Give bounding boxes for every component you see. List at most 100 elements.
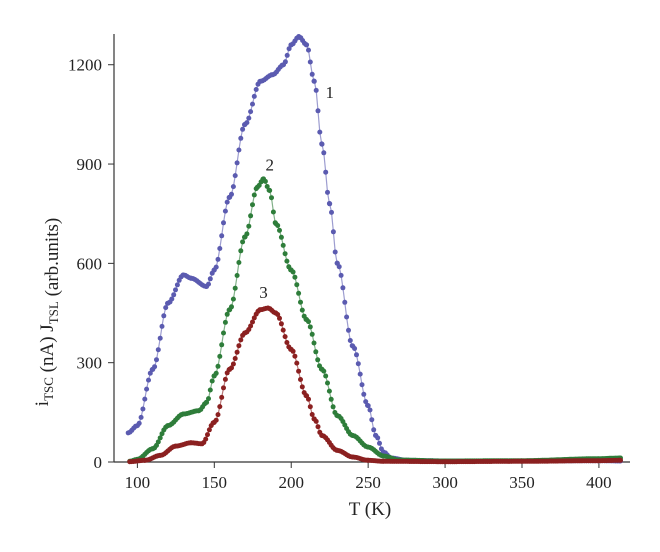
data-point	[217, 246, 223, 251]
data-point	[286, 46, 292, 52]
data-point	[319, 141, 325, 147]
data-point	[325, 189, 330, 195]
data-point	[207, 276, 213, 282]
data-point	[203, 436, 209, 442]
data-point	[253, 87, 259, 92]
data-point	[377, 440, 382, 446]
data-point	[309, 412, 315, 417]
data-point	[280, 327, 286, 333]
data-point	[251, 192, 257, 198]
series-label-1: 1	[325, 83, 334, 102]
data-point	[284, 52, 290, 58]
data-point	[246, 223, 252, 229]
data-point	[329, 209, 334, 215]
data-point	[342, 299, 348, 305]
data-point	[315, 108, 321, 114]
data-point	[336, 264, 342, 270]
data-point	[236, 260, 242, 265]
data-point	[313, 349, 319, 355]
y-tick-label: 600	[77, 254, 103, 273]
x-tick-label: 350	[509, 473, 535, 492]
data-point	[346, 327, 351, 333]
series-label-2: 2	[265, 156, 274, 175]
x-tick-label: 300	[432, 473, 458, 492]
data-point	[371, 427, 377, 433]
data-point	[251, 315, 257, 321]
data-point	[618, 457, 623, 463]
data-point	[299, 384, 305, 390]
data-point	[292, 353, 298, 359]
data-point	[221, 220, 226, 226]
y-axis-title-part: TSC	[41, 377, 56, 401]
data-point	[298, 377, 303, 382]
data-point	[136, 420, 142, 426]
data-point	[238, 135, 244, 141]
data-point	[219, 394, 225, 400]
data-point	[205, 432, 210, 438]
data-point	[234, 160, 240, 166]
data-point	[232, 173, 238, 179]
data-point	[232, 356, 238, 361]
data-point	[238, 337, 244, 343]
data-point	[219, 233, 225, 239]
series-1	[125, 34, 623, 464]
y-tick-label: 1200	[68, 56, 102, 75]
data-point	[367, 407, 373, 413]
data-point	[344, 314, 350, 320]
data-point	[215, 412, 221, 418]
x-tick-label: 150	[202, 473, 228, 492]
data-point	[230, 184, 236, 190]
data-point	[363, 399, 369, 405]
data-point	[140, 406, 146, 412]
data-point	[311, 78, 317, 84]
data-point	[221, 385, 226, 391]
data-point	[157, 335, 163, 341]
y-axis-title-part: TSL	[46, 301, 61, 324]
y-axis-title: iTSC (nA) JTSL (arb.units)	[32, 218, 63, 406]
data-point	[328, 396, 334, 402]
data-point	[264, 184, 270, 189]
data-point	[327, 201, 333, 207]
data-point	[317, 129, 323, 135]
data-point	[163, 305, 169, 311]
data-point	[230, 361, 236, 367]
data-point	[229, 365, 234, 371]
data-point	[206, 396, 211, 402]
data-point	[248, 323, 254, 329]
data-point	[307, 324, 313, 330]
data-point	[173, 287, 178, 293]
data-point	[311, 340, 317, 346]
data-point	[355, 361, 361, 367]
x-tick-label: 200	[278, 473, 304, 492]
series-1-line	[127, 36, 621, 462]
data-point	[347, 338, 353, 343]
data-point	[332, 249, 338, 255]
data-point	[282, 59, 288, 65]
data-point	[280, 242, 286, 248]
data-point	[222, 376, 228, 382]
data-point	[352, 346, 358, 351]
data-point	[221, 330, 226, 336]
y-tick-label: 0	[94, 453, 103, 472]
data-point	[171, 292, 177, 298]
data-point	[157, 435, 163, 441]
x-tick-label: 400	[586, 473, 612, 492]
data-point	[307, 404, 313, 410]
data-point	[251, 93, 257, 99]
data-point	[306, 396, 311, 402]
data-point	[159, 431, 165, 437]
data-point	[238, 248, 244, 254]
data-point	[278, 234, 284, 240]
data-point	[236, 147, 242, 153]
data-point	[248, 109, 254, 115]
data-point	[215, 363, 221, 369]
data-point	[169, 296, 175, 302]
data-point	[219, 342, 225, 348]
data-point	[246, 115, 252, 121]
data-point	[229, 191, 234, 197]
data-point	[213, 370, 219, 376]
data-point	[138, 414, 144, 420]
data-point	[299, 307, 305, 313]
y-axis-title-part: (arb.units)	[42, 218, 63, 301]
